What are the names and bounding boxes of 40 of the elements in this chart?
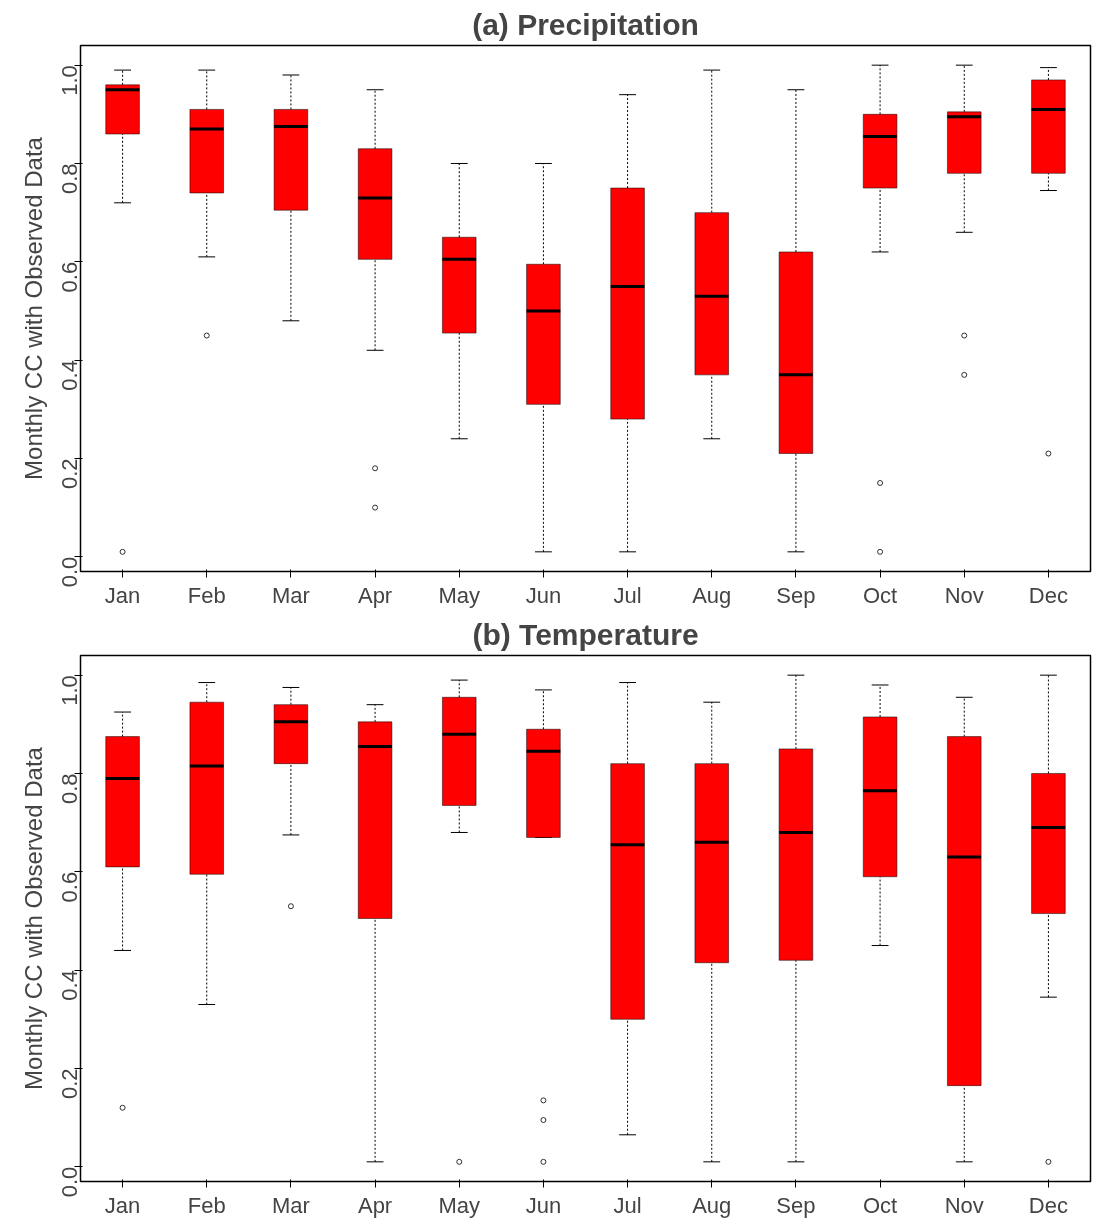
chart-title: (a) Precipitation <box>472 7 699 41</box>
x-tick-label: Sep <box>776 582 816 608</box>
y-tick-label: 0.0 <box>57 556 82 588</box>
x-tick-label: Jan <box>104 1192 141 1218</box>
x-tick-label: Oct <box>862 582 898 608</box>
x-tick-label: May <box>438 1192 481 1218</box>
y-tick-label: 0.2 <box>57 458 82 490</box>
x-tick-label: Dec <box>1028 582 1068 608</box>
y-tick-label: 0.8 <box>57 773 82 805</box>
y-tick-label: 0.0 <box>57 1166 82 1198</box>
x-tick-label: Oct <box>862 1192 898 1218</box>
y-tick-label: 0.4 <box>57 360 82 391</box>
x-tick-label: Jul <box>613 1192 642 1218</box>
y-tick-label: 1.0 <box>57 675 82 706</box>
x-tick-label: Jul <box>613 582 642 608</box>
x-tick-label: Aug <box>692 582 732 608</box>
x-tick-label: May <box>438 582 481 608</box>
x-tick-label: Mar <box>271 1192 310 1218</box>
x-tick-label: Jan <box>104 582 141 608</box>
y-tick-label: 0.2 <box>57 1068 82 1100</box>
y-tick-label: 0.6 <box>57 261 82 293</box>
y-axis-title: Monthly CC with Observed Data <box>19 136 47 480</box>
x-tick-label: Feb <box>187 582 226 608</box>
x-tick-label: Nov <box>944 1192 984 1218</box>
x-tick-label: Jun <box>525 582 562 608</box>
x-tick-label: Dec <box>1028 1192 1068 1218</box>
x-tick-label: Mar <box>271 582 310 608</box>
x-tick-label: Aug <box>692 1192 732 1218</box>
x-tick-label: Feb <box>187 1192 226 1218</box>
chart-title: (b) Temperature <box>472 617 699 651</box>
x-tick-label: Nov <box>944 582 984 608</box>
y-tick-label: 0.8 <box>57 163 82 195</box>
y-tick-label: 0.6 <box>57 871 82 903</box>
x-tick-label: Jun <box>525 1192 562 1218</box>
x-tick-label: Apr <box>357 582 393 608</box>
x-tick-label: Sep <box>776 1192 816 1218</box>
x-tick-label: Apr <box>357 1192 393 1218</box>
y-tick-label: 0.4 <box>57 970 82 1001</box>
y-axis-title: Monthly CC with Observed Data <box>19 746 47 1090</box>
y-tick-label: 1.0 <box>57 65 82 96</box>
